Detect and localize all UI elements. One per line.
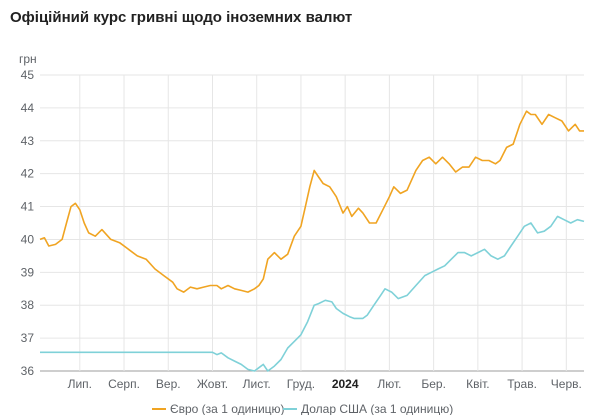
y-tick-label: 40 (21, 232, 35, 246)
x-tick-label: 2024 (332, 377, 359, 391)
chart-grid (40, 74, 584, 372)
y-tick-label: 41 (21, 200, 35, 214)
x-tick-label: Лип. (68, 377, 92, 391)
legend-item-2[interactable]: Долар США (за 1 одиницю) (283, 402, 453, 415)
legend-label: Долар США (за 1 одиницю) (301, 402, 453, 415)
x-tick-label: Вер. (156, 377, 181, 391)
y-tick-label: 39 (21, 265, 35, 279)
y-axis-ticks: 36 37 38 39 40 41 42 43 44 45 (21, 68, 35, 378)
chart-series (39, 110, 585, 372)
y-tick-label: 44 (21, 101, 35, 115)
chart-title: Офіційний курс гривні щодо іноземних вал… (10, 9, 353, 26)
x-tick-label: Жовт. (197, 377, 228, 391)
y-tick-label: 43 (21, 134, 35, 148)
x-tick-label: Трав. (507, 377, 537, 391)
chart-legend[interactable]: Євро (за 1 одиницю) Долар США (за 1 одини… (152, 402, 453, 415)
y-tick-label: 37 (21, 331, 35, 345)
y-tick-label: 38 (21, 298, 35, 312)
x-tick-label: Серп. (108, 377, 140, 391)
legend-item-1[interactable]: Євро (за 1 одиницю) (152, 402, 285, 415)
series-line-2 (40, 215, 585, 372)
x-tick-label: Лист. (243, 377, 271, 391)
x-axis-ticks: Лип. Серп. Вер. Жовт. Лист. Груд. 2024 Лют. Бер.… (68, 377, 582, 391)
x-tick-label: Груд. (287, 377, 315, 391)
y-axis-unit-label: грн (19, 52, 37, 66)
x-tick-label: Черв. (551, 377, 582, 391)
y-tick-label: 42 (21, 167, 35, 181)
y-tick-label: 45 (21, 68, 35, 82)
x-tick-label: Лют. (377, 377, 401, 391)
legend-label: Євро (за 1 одиницю) (170, 402, 285, 415)
x-tick-label: Квіт. (466, 377, 490, 391)
x-tick-label: Бер. (421, 377, 446, 391)
series-line-1 (39, 110, 584, 293)
y-tick-label: 36 (21, 364, 35, 378)
